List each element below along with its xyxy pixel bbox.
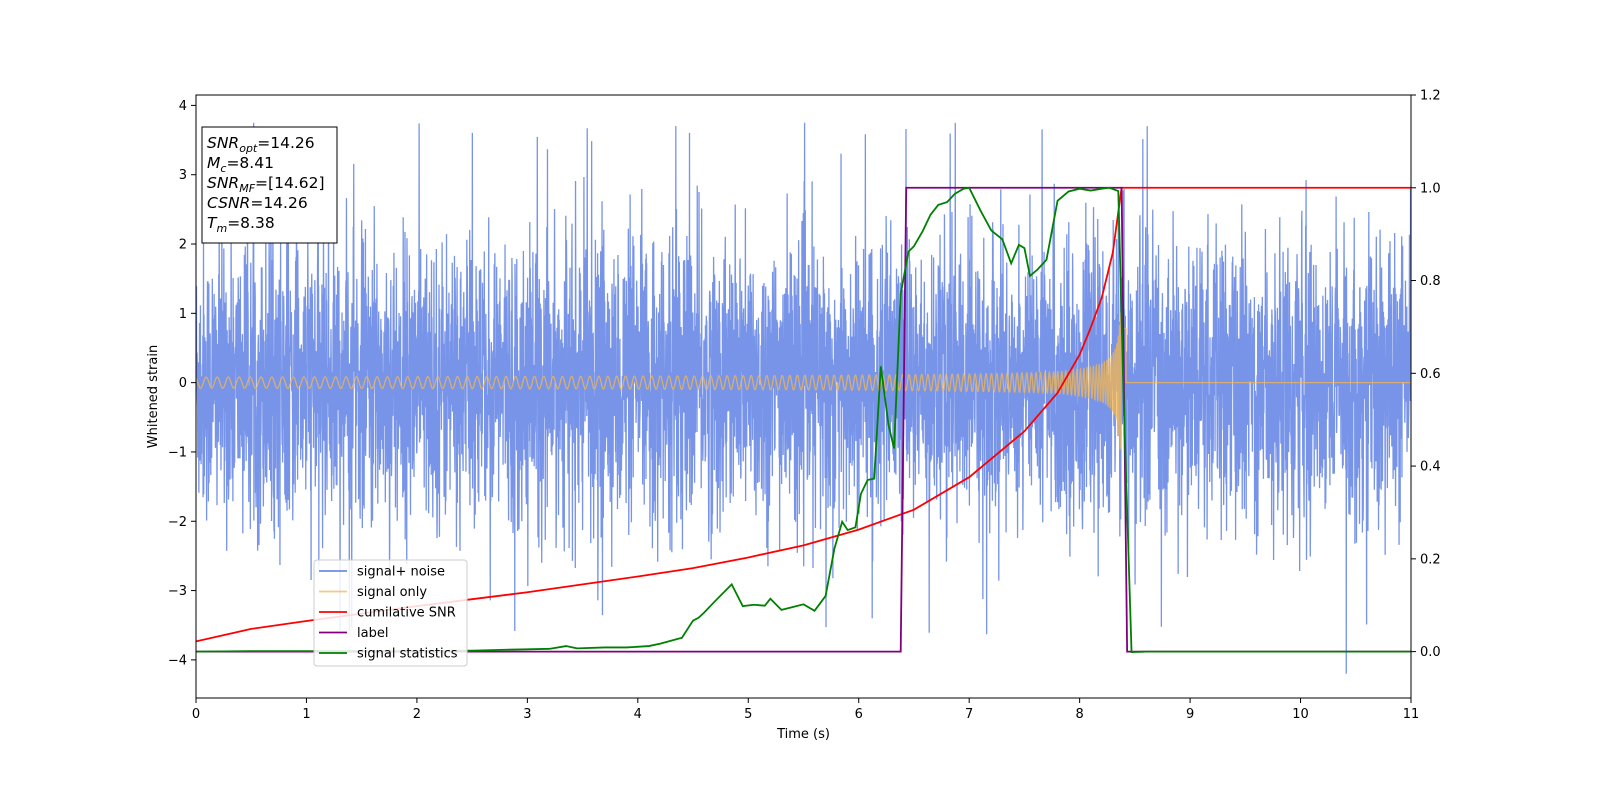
y-right-tick-label: 0.0 — [1420, 645, 1441, 660]
x-tick-label: 5 — [744, 707, 752, 722]
legend-entry: label — [357, 626, 388, 641]
axes: 0 1 2 3 4 5 6 7 8 9 10 11 −4 −3 −2 −1 0 1 2 3 4 0.0 0.2 0.4 0.6 0… — [146, 89, 1441, 743]
series-signal-noise — [196, 122, 1411, 674]
legend-entry: signal statistics — [357, 647, 458, 662]
annotation-line: SNRopt=14.26 — [207, 134, 315, 155]
x-tick-label: 0 — [192, 707, 200, 722]
y-left-tick-label: 3 — [179, 168, 187, 183]
series-signal-only — [196, 312, 1411, 450]
annotation-line: Mc=8.41 — [207, 154, 274, 175]
x-tick-label: 10 — [1292, 707, 1309, 722]
y-left-tick-label: 4 — [179, 99, 187, 114]
x-tick-label: 6 — [855, 707, 863, 722]
y-left-tick-label: 2 — [179, 238, 187, 253]
x-tick-label: 8 — [1075, 707, 1083, 722]
x-tick-label: 9 — [1186, 707, 1194, 722]
y-right-tick-label: 1.0 — [1420, 181, 1441, 196]
y-axis-label: Whitened strain — [146, 345, 161, 448]
y-right-tick-label: 1.2 — [1420, 89, 1441, 104]
y-left-tick-label: −1 — [168, 445, 187, 460]
annotation-line: SNRMF=[14.62] — [207, 174, 325, 195]
y-left-tick-label: 0 — [179, 376, 187, 391]
y-right-tick-label: 0.6 — [1420, 367, 1441, 382]
series-signal-statistics — [196, 186, 1411, 654]
legend-frame — [313, 559, 468, 667]
legend-entry: signal+ noise — [357, 565, 445, 580]
annotation-line: Tm=8.38 — [207, 214, 275, 235]
y-right-tick-label: 0.4 — [1420, 460, 1441, 475]
x-axis-label: Time (s) — [776, 727, 830, 742]
y-right-tick-label: 0.8 — [1420, 274, 1441, 289]
annotation-line: CSNR=14.26 — [207, 194, 308, 212]
annotation-frame — [201, 126, 338, 244]
legend: signal+ noise signal only cumilative SNR la… — [313, 559, 468, 667]
x-tick-label: 7 — [965, 707, 973, 722]
y-left-tick-label: 1 — [179, 307, 187, 322]
legend-entry: cumilative SNR — [357, 606, 456, 621]
x-tick-label: 1 — [302, 707, 310, 722]
y-left-tick-label: −2 — [168, 515, 187, 530]
x-tick-label: 4 — [634, 707, 642, 722]
annotation-box: SNRopt=14.26Mc=8.41SNRMF=[14.62]CSNR=14.… — [201, 126, 338, 244]
x-tick-label: 3 — [523, 707, 531, 722]
plot-frame — [195, 94, 1412, 699]
y-right-tick-label: 0.2 — [1420, 552, 1441, 567]
x-tick-label: 11 — [1403, 707, 1420, 722]
x-tick-label: 2 — [413, 707, 421, 722]
y-left-tick-label: −3 — [168, 584, 187, 599]
y-left-tick-label: −4 — [168, 653, 187, 668]
legend-entry: signal only — [357, 585, 427, 600]
